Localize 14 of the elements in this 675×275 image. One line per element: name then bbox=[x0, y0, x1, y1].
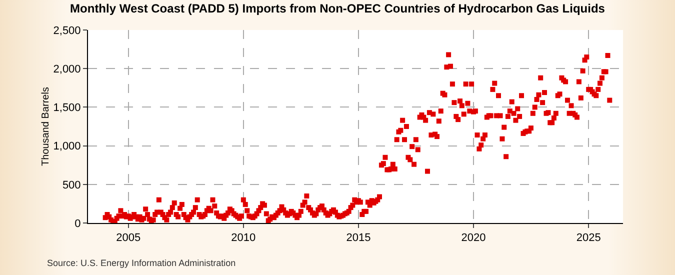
x-tick-label: 2010 bbox=[231, 232, 256, 244]
y-axis-title: Thousand Barrels bbox=[40, 87, 52, 166]
y-tick-label: 0 bbox=[74, 218, 81, 230]
source-note: Source: U.S. Energy Information Administration bbox=[47, 258, 236, 268]
x-tick-label: 2025 bbox=[576, 232, 601, 244]
y-tick-label: 2,000 bbox=[53, 63, 81, 76]
y-tick-label: 500 bbox=[62, 179, 81, 192]
x-tick-label: 2005 bbox=[116, 232, 141, 244]
x-tick-label: 2020 bbox=[461, 232, 486, 244]
y-tick-label: 1,500 bbox=[53, 102, 81, 114]
x-tick-label: 2015 bbox=[346, 232, 371, 244]
chart-title: Monthly West Coast (PADD 5) Imports from Non-OPEC Countries of Hydrocarbon Gas Liquids bbox=[70, 2, 606, 16]
y-tick-label: 1,000 bbox=[53, 140, 81, 153]
y-tick-label: 2,500 bbox=[53, 24, 81, 37]
